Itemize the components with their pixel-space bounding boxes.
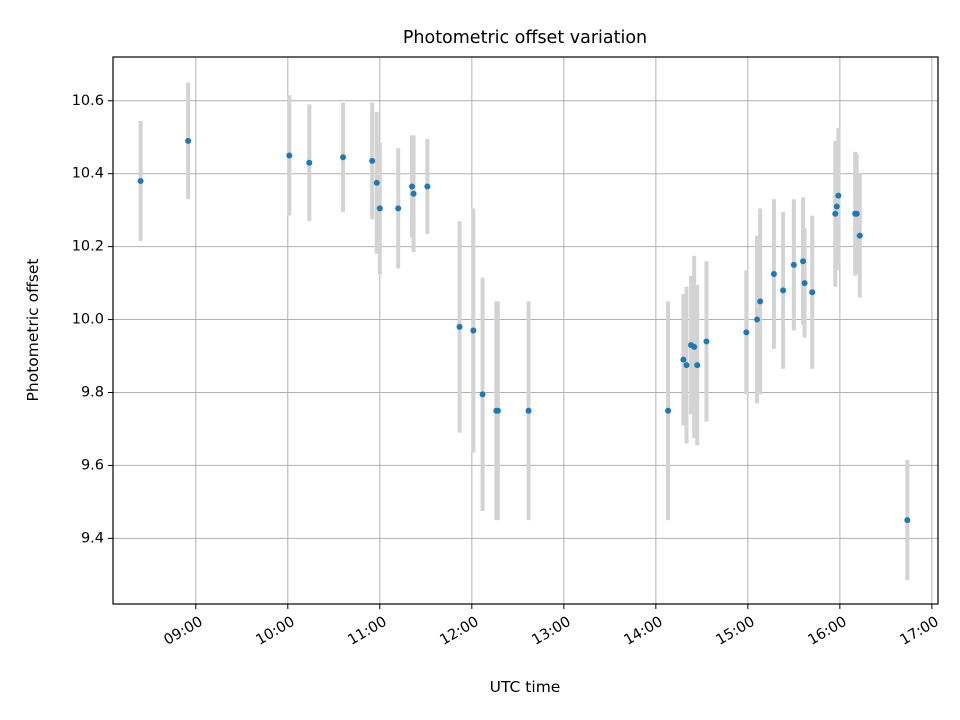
data-point xyxy=(395,205,402,212)
data-points xyxy=(137,137,911,524)
y-tick-label: 10.0 xyxy=(72,312,104,328)
data-point xyxy=(410,190,417,197)
data-point xyxy=(424,183,431,190)
data-point xyxy=(801,280,808,287)
data-point xyxy=(525,407,532,414)
data-point xyxy=(376,205,383,212)
plot-frame xyxy=(112,56,939,605)
x-axis-label: UTC time xyxy=(490,678,561,696)
data-point xyxy=(703,338,710,345)
data-point xyxy=(470,327,477,334)
data-point xyxy=(835,192,842,199)
data-point xyxy=(683,362,690,369)
y-tick-label: 10.2 xyxy=(72,239,104,255)
data-point xyxy=(185,137,192,144)
data-point xyxy=(856,232,863,239)
y-tick-label: 9.8 xyxy=(81,384,104,400)
data-point xyxy=(340,154,347,161)
y-tick-label: 9.4 xyxy=(81,530,104,546)
grid xyxy=(113,57,938,604)
data-point xyxy=(479,391,486,398)
data-point xyxy=(904,517,911,524)
data-point xyxy=(800,258,807,265)
data-point xyxy=(757,298,764,305)
data-point xyxy=(754,316,761,323)
data-point xyxy=(494,407,501,414)
chart-title: Photometric offset variation xyxy=(403,28,647,48)
data-point xyxy=(369,157,376,164)
data-point xyxy=(665,407,672,414)
data-point xyxy=(680,356,687,363)
data-point xyxy=(286,152,293,159)
data-point xyxy=(853,210,860,217)
data-point xyxy=(770,270,777,277)
data-point xyxy=(833,203,840,210)
data-point xyxy=(409,183,416,190)
data-point xyxy=(137,177,144,184)
y-tick-label: 10.6 xyxy=(72,93,104,109)
data-point xyxy=(456,323,463,330)
data-point xyxy=(790,261,797,268)
data-point xyxy=(306,159,313,166)
data-point xyxy=(743,329,750,336)
data-point xyxy=(780,287,787,294)
data-point xyxy=(694,362,701,369)
y-tick-label: 10.4 xyxy=(72,166,104,182)
data-point xyxy=(832,210,839,217)
y-axis-label: Photometric offset xyxy=(24,259,42,402)
data-point xyxy=(373,179,380,186)
y-axis: 9.4 9.6 9.8 10.0 10.2 10.4 10.6 xyxy=(72,93,113,546)
y-tick-label: 9.6 xyxy=(81,457,104,473)
data-point xyxy=(809,289,816,296)
data-point xyxy=(691,343,698,350)
